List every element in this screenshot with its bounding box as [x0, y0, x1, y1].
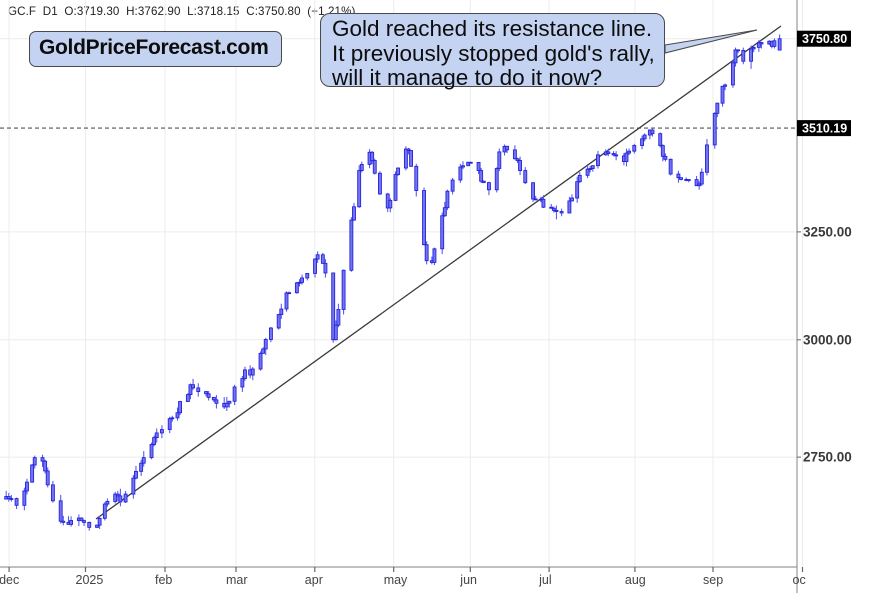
- svg-text:jul: jul: [538, 573, 552, 587]
- svg-text:3000.00: 3000.00: [803, 332, 852, 347]
- svg-text:apr: apr: [305, 573, 323, 587]
- svg-text:3510.19: 3510.19: [802, 122, 847, 136]
- svg-text:dec: dec: [0, 573, 19, 587]
- svg-text:sep: sep: [703, 573, 723, 587]
- svg-text:aug: aug: [625, 573, 646, 587]
- svg-text:3750.80: 3750.80: [802, 32, 847, 46]
- svg-text:2750.00: 2750.00: [803, 450, 852, 465]
- svg-text:3250.00: 3250.00: [803, 224, 852, 239]
- svg-text:feb: feb: [155, 573, 172, 587]
- svg-text:2025: 2025: [76, 573, 104, 587]
- svg-text:jun: jun: [459, 573, 477, 587]
- svg-text:mar: mar: [226, 573, 248, 587]
- svg-text:may: may: [384, 573, 408, 587]
- svg-text:oc: oc: [793, 573, 806, 587]
